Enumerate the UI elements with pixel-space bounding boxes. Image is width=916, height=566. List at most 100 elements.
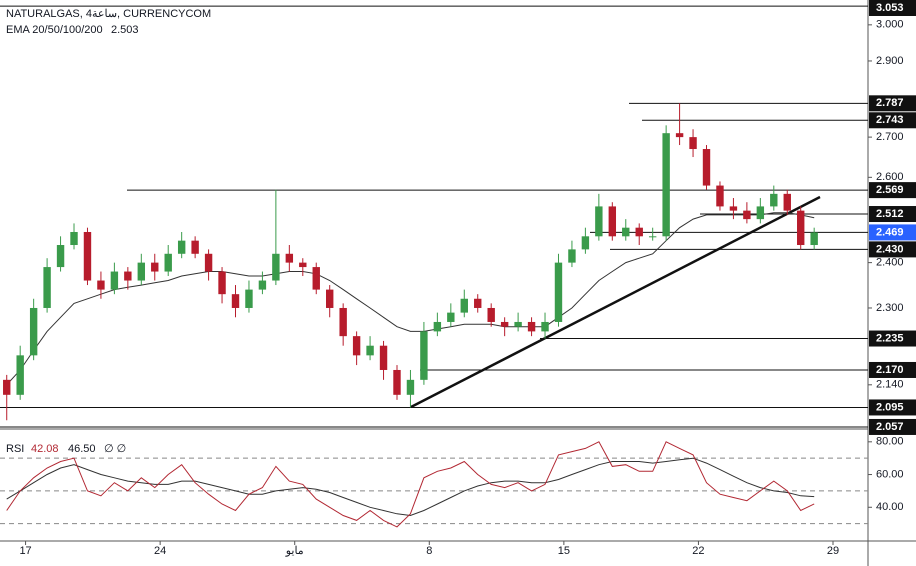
y-tick-label: 2.300 (876, 302, 904, 314)
x-tick-label: 29 (827, 545, 839, 557)
candle-body (675, 133, 684, 138)
y-tick-label: 2.600 (876, 171, 904, 183)
y-tick-label: 2.400 (876, 257, 904, 269)
ema-line (6, 212, 815, 386)
level-label: 2.430 (869, 241, 916, 258)
candle-body (447, 312, 455, 322)
level-label: 2.743 (869, 112, 916, 129)
y-tick-label: 2.900 (876, 55, 904, 67)
candle-body (29, 307, 38, 356)
y-tick-label: 2.140 (876, 379, 904, 391)
candle-body (83, 231, 92, 281)
candle-body (648, 236, 657, 238)
candle-body (285, 253, 294, 263)
level-text: 2.469 (876, 226, 904, 238)
level-badge (869, 206, 916, 223)
candle-body (810, 232, 818, 246)
level-badge (869, 112, 916, 129)
level-label: 2.469 (869, 224, 916, 241)
level-text: 2.095 (876, 401, 904, 413)
candle-body (514, 321, 522, 327)
level-text: 2.512 (876, 208, 904, 220)
x-tick-label: 22 (692, 545, 704, 557)
candle-body (110, 271, 119, 290)
level-text: 2.057 (876, 421, 904, 433)
candle-body (770, 193, 778, 207)
level-badge (869, 399, 916, 416)
candle-body (231, 294, 240, 308)
level-badge (869, 241, 916, 258)
candle-body (272, 253, 280, 281)
rsi-tick-label: 60.00 (876, 468, 904, 480)
candle-body (622, 227, 630, 237)
x-tick-label: 24 (154, 545, 166, 557)
level-badge (869, 330, 916, 347)
level-label: 3.053 (869, 0, 916, 16)
candle-body (689, 137, 697, 150)
candle-body (97, 280, 105, 290)
level-text: 2.743 (876, 114, 904, 126)
candle-body (258, 280, 267, 290)
level-label: 2.569 (869, 182, 916, 199)
rsi-value: 42.08 (31, 443, 59, 455)
x-tick-label: مايو (285, 545, 304, 557)
candle-body (568, 249, 576, 263)
candle-body (151, 262, 159, 272)
level-text: 3.053 (876, 2, 904, 14)
candle-body (3, 379, 11, 395)
candle-body (433, 321, 442, 332)
candle-body (326, 289, 334, 308)
candle-body (420, 331, 428, 380)
candle-body (541, 321, 549, 332)
level-text: 2.235 (876, 332, 904, 344)
candle-body (595, 206, 603, 237)
candle-body (379, 345, 388, 370)
candle-body (702, 149, 711, 186)
level-badge (869, 95, 916, 112)
level-badge (869, 224, 916, 241)
level-badge (869, 418, 916, 435)
x-tick-label: 8 (426, 545, 432, 557)
rsi-ma-value: 46.50 (68, 443, 96, 455)
candle-body (164, 253, 172, 272)
candle-body (729, 206, 738, 211)
level-text: 2.430 (876, 243, 904, 255)
candle-body (756, 206, 765, 220)
candle-body (137, 262, 146, 281)
candle-body (218, 271, 226, 295)
candle-body (204, 253, 213, 272)
level-badge (869, 182, 916, 199)
candle-body (635, 227, 643, 237)
candle-body (177, 240, 186, 254)
candle-body (299, 262, 307, 268)
candle-body (191, 240, 199, 254)
level-label: 2.787 (869, 95, 916, 112)
level-label: 2.095 (869, 399, 916, 416)
rsi-name: RSI (6, 443, 24, 455)
candle-body (43, 267, 51, 308)
candle-body (608, 206, 617, 237)
level-label: 2.057 (869, 418, 916, 435)
level-text: 2.787 (876, 97, 904, 109)
y-tick-label: 2.700 (876, 131, 904, 143)
candle-body (352, 336, 361, 356)
x-tick-label: 17 (19, 545, 31, 557)
level-label: 2.170 (869, 361, 916, 378)
x-tick-label: 15 (558, 545, 570, 557)
ema-name: EMA 20/50/100/200 (6, 24, 103, 36)
candle-body (662, 133, 670, 237)
candle-body (474, 298, 482, 308)
candle-body (56, 245, 65, 268)
candle-body (500, 321, 509, 327)
candle-body (406, 379, 415, 395)
candle-body (16, 355, 24, 395)
candle-body (366, 345, 374, 356)
level-text: 2.170 (876, 364, 904, 376)
candle-body (716, 185, 724, 207)
candle-body (312, 267, 320, 290)
candle-body (460, 298, 468, 313)
level-label: 2.235 (869, 330, 916, 347)
candle-body (124, 271, 132, 281)
y-tick-label: 3.000 (876, 19, 904, 31)
